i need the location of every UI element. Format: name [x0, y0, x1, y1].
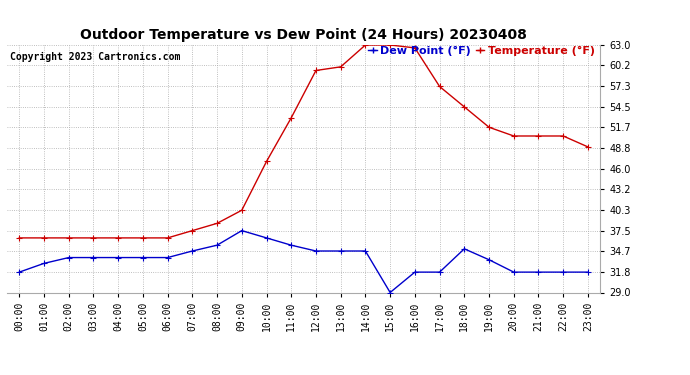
Title: Outdoor Temperature vs Dew Point (24 Hours) 20230408: Outdoor Temperature vs Dew Point (24 Hou…	[80, 28, 527, 42]
Legend: Dew Point (°F), Temperature (°F): Dew Point (°F), Temperature (°F)	[368, 46, 595, 56]
Text: Copyright 2023 Cartronics.com: Copyright 2023 Cartronics.com	[10, 53, 180, 63]
